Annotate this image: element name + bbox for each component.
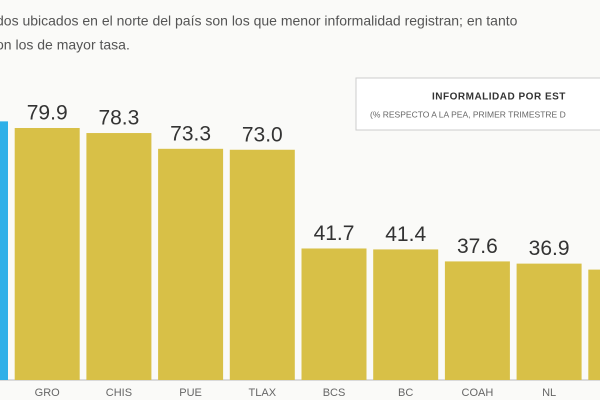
value-label: 41.7	[314, 222, 355, 245]
bar	[516, 263, 582, 380]
x-tick-label: CHIS	[106, 387, 132, 399]
bar	[444, 261, 510, 380]
subtitle: on los de mayor tasa.	[0, 37, 130, 53]
bar	[86, 133, 152, 380]
bar	[158, 148, 224, 380]
subtitle: dos ubicados en el norte del país son lo…	[0, 13, 518, 29]
x-tick-label: PUE	[179, 387, 202, 399]
x-tick-label: BCS	[323, 387, 346, 399]
x-tick-label: NL	[542, 387, 556, 399]
value-label: 79.9	[27, 102, 68, 125]
legend-title: INFORMALIDAD POR EST	[432, 92, 566, 103]
value-label: 36.9	[529, 237, 570, 260]
legend-subtitle: (% RESPECTO A LA PEA, PRIMER TRIMESTRE D	[370, 109, 566, 119]
legend-box	[355, 77, 600, 131]
x-tick-label: TLAX	[249, 387, 277, 399]
bar	[301, 248, 367, 380]
x-tick-label: GRO	[35, 387, 61, 399]
value-label: 73.3	[170, 122, 211, 145]
bar	[229, 149, 295, 380]
x-tick-label: BC	[398, 387, 413, 399]
bar	[14, 127, 80, 381]
value-label: 37.6	[457, 235, 498, 258]
x-tick-label: COAH	[462, 387, 494, 399]
bar	[0, 121, 8, 380]
value-label: 78.3	[98, 107, 139, 130]
value-label: 73.0	[242, 123, 283, 146]
value-label: 41.4	[385, 223, 426, 246]
bar	[588, 269, 600, 380]
bar	[373, 249, 439, 380]
